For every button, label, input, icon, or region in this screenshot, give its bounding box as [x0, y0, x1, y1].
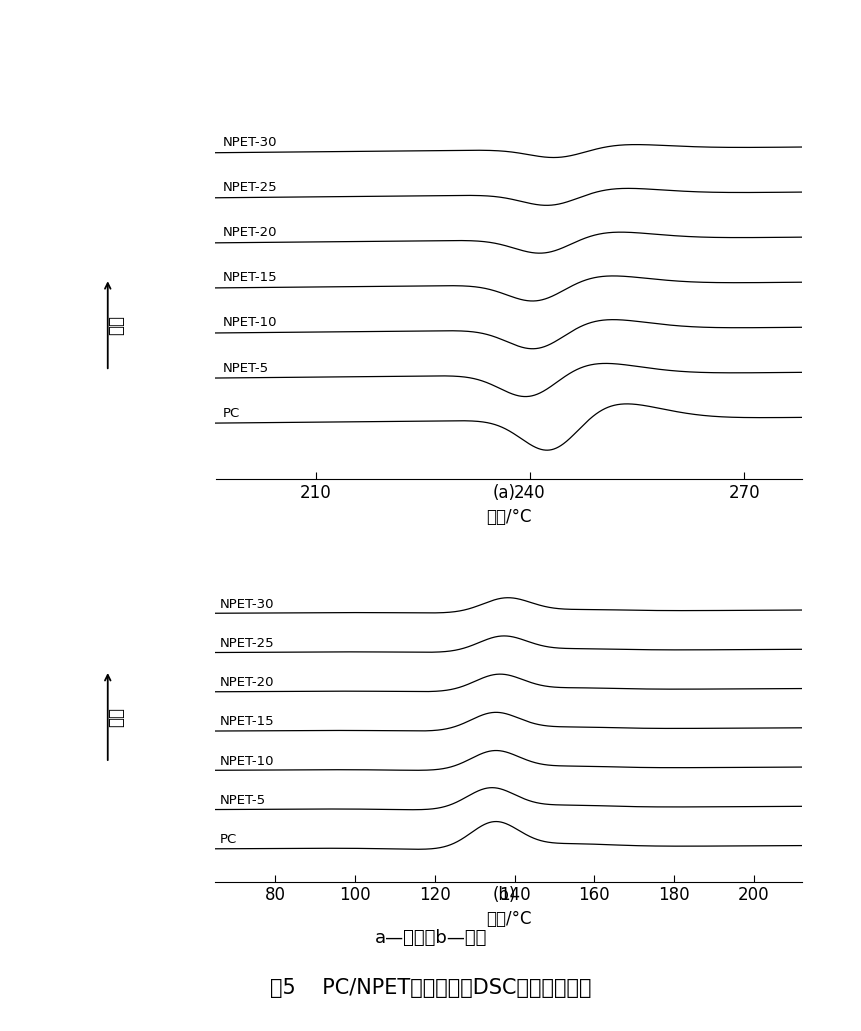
- Text: PC: PC: [222, 406, 239, 420]
- Text: NPET-5: NPET-5: [222, 362, 269, 374]
- Text: NPET-25: NPET-25: [222, 181, 277, 194]
- Text: NPET-5: NPET-5: [220, 794, 265, 807]
- X-axis label: 温度/°C: 温度/°C: [486, 910, 530, 928]
- Text: 图5    PC/NPET复合材料的DSC二次升温曲线: 图5 PC/NPET复合材料的DSC二次升温曲线: [270, 977, 591, 998]
- Text: (a): (a): [492, 484, 515, 502]
- Text: a—降温；b—升温: a—降温；b—升温: [375, 929, 486, 947]
- Text: NPET-20: NPET-20: [220, 676, 274, 689]
- Text: NPET-10: NPET-10: [222, 317, 277, 330]
- Text: NPET-25: NPET-25: [220, 637, 274, 650]
- Text: NPET-30: NPET-30: [222, 136, 277, 149]
- X-axis label: 温度/°C: 温度/°C: [486, 508, 530, 526]
- Text: NPET-30: NPET-30: [220, 598, 274, 610]
- Text: PC: PC: [220, 833, 237, 846]
- Text: (b): (b): [492, 886, 516, 904]
- Text: NPET-10: NPET-10: [220, 755, 274, 767]
- Text: 放热: 放热: [108, 314, 125, 335]
- Text: NPET-20: NPET-20: [222, 227, 277, 239]
- Text: NPET-15: NPET-15: [220, 716, 274, 728]
- Text: NPET-15: NPET-15: [222, 271, 277, 285]
- Text: 放热: 放热: [108, 706, 125, 727]
